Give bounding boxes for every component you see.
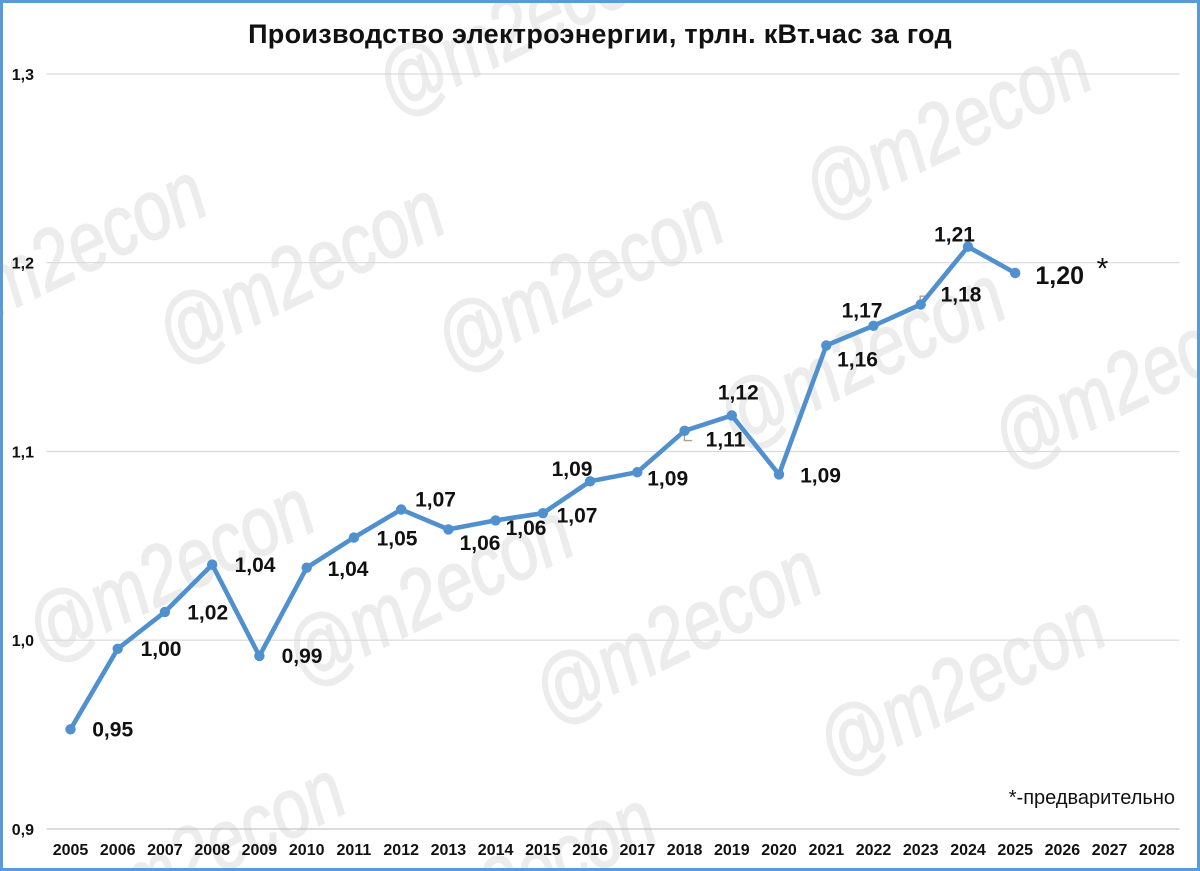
svg-text:2028: 2028: [1139, 842, 1175, 859]
svg-text:2019: 2019: [714, 842, 750, 859]
svg-text:2011: 2011: [337, 842, 372, 859]
svg-text:1,02: 1,02: [187, 602, 228, 625]
svg-text:1,0: 1,0: [12, 633, 34, 650]
svg-text:2018: 2018: [667, 842, 703, 859]
svg-text:1,1: 1,1: [12, 444, 34, 461]
svg-text:1,04: 1,04: [235, 554, 276, 577]
svg-text:@m2econ: @m2econ: [802, 574, 1119, 793]
svg-text:2012: 2012: [383, 842, 419, 859]
svg-text:0,9: 0,9: [12, 822, 34, 839]
svg-text:1,00: 1,00: [141, 638, 182, 661]
svg-text:1,07: 1,07: [415, 489, 456, 512]
svg-text:1,2: 1,2: [12, 256, 34, 273]
svg-text:2016: 2016: [572, 842, 608, 859]
svg-text:2023: 2023: [903, 842, 939, 859]
svg-text:*-предварительно: *-предварительно: [1009, 787, 1175, 809]
svg-text:1,06: 1,06: [460, 532, 501, 555]
svg-text:1,05: 1,05: [377, 527, 418, 550]
svg-text:1,11: 1,11: [706, 429, 746, 452]
svg-text:1,12: 1,12: [718, 382, 759, 405]
svg-text:2008: 2008: [194, 842, 230, 859]
svg-text:2027: 2027: [1092, 842, 1128, 859]
svg-text:2025: 2025: [997, 842, 1033, 859]
svg-text:2015: 2015: [525, 842, 561, 859]
svg-text:0,99: 0,99: [282, 645, 323, 668]
svg-text:1,06: 1,06: [506, 517, 547, 540]
svg-text:2024: 2024: [950, 842, 986, 859]
svg-text:Производство электроэнергии, т: Производство электроэнергии, трлн. кВт.ч…: [248, 19, 952, 49]
svg-text:@m2econ: @m2econ: [420, 170, 737, 389]
svg-text:2026: 2026: [1045, 842, 1081, 859]
svg-text:2020: 2020: [761, 842, 797, 859]
svg-text:@m2econ: @m2econ: [977, 267, 1200, 486]
svg-text:2013: 2013: [431, 842, 467, 859]
svg-text:0,95: 0,95: [92, 719, 133, 742]
svg-text:2009: 2009: [242, 842, 278, 859]
svg-text:1,09: 1,09: [800, 464, 841, 487]
svg-text:2014: 2014: [478, 842, 514, 859]
svg-text:2006: 2006: [100, 842, 136, 859]
svg-text:2021: 2021: [809, 842, 845, 859]
svg-text:1,07: 1,07: [557, 504, 598, 527]
svg-text:2005: 2005: [53, 842, 89, 859]
svg-text:1,21: 1,21: [934, 224, 975, 247]
svg-text:2017: 2017: [620, 842, 656, 859]
svg-text:1,17: 1,17: [842, 299, 883, 322]
svg-text:1,09: 1,09: [552, 458, 593, 481]
svg-text:*: *: [1097, 253, 1109, 286]
svg-text:@m2econ: @m2econ: [788, 18, 1105, 237]
svg-text:2022: 2022: [856, 842, 892, 859]
svg-text:1,18: 1,18: [941, 284, 982, 307]
svg-text:1,16: 1,16: [837, 349, 878, 372]
svg-text:1,20: 1,20: [1035, 262, 1084, 290]
svg-text:2010: 2010: [289, 842, 325, 859]
svg-text:1,09: 1,09: [647, 468, 688, 491]
svg-text:2007: 2007: [147, 842, 183, 859]
svg-text:1,04: 1,04: [328, 558, 369, 581]
svg-text:1,3: 1,3: [12, 67, 34, 84]
